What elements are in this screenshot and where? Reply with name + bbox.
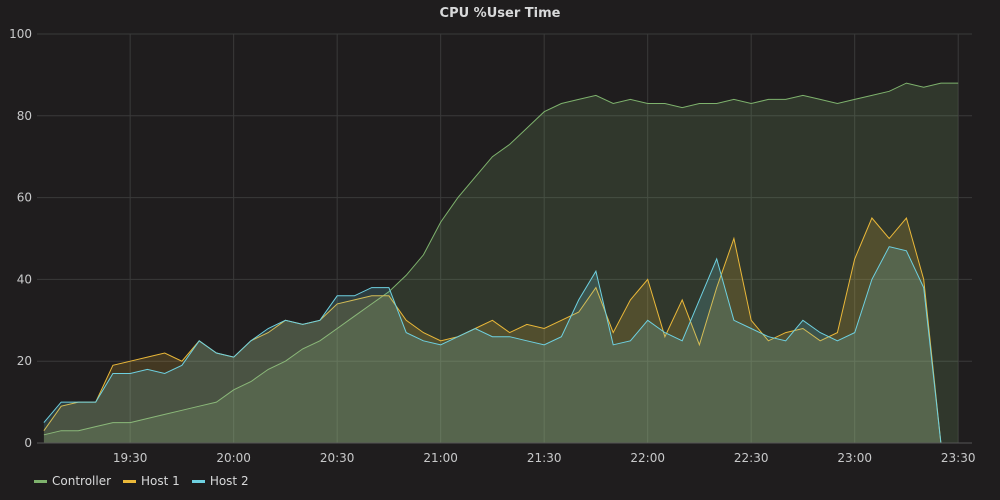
- y-tick-label: 20: [17, 354, 32, 368]
- y-tick-label: 40: [17, 272, 32, 286]
- legend-swatch: [123, 479, 137, 483]
- series-line-controller: [43, 82, 959, 436]
- x-tick-label: 19:30: [113, 451, 148, 465]
- legend-item[interactable]: Host 1: [123, 474, 180, 488]
- x-tick-label: 22:00: [630, 451, 665, 465]
- y-tick-label: 0: [24, 436, 32, 450]
- legend-swatch: [191, 479, 205, 483]
- legend-label: Host 2: [209, 474, 249, 488]
- series-area-host-1: [43, 218, 959, 443]
- legend-item[interactable]: Host 2: [191, 474, 249, 488]
- y-tick-label: 80: [17, 109, 32, 123]
- x-tick-label: 21:30: [527, 451, 562, 465]
- legend-item[interactable]: Controller: [34, 474, 111, 488]
- legend-swatch: [34, 479, 47, 483]
- x-tick-label: 22:30: [734, 451, 769, 465]
- legend-label: Controller: [52, 474, 112, 488]
- series-area-host-2: [43, 246, 959, 443]
- x-tick-label: 21:00: [423, 451, 458, 465]
- series-area-controller: [43, 83, 959, 443]
- x-tick-label: 23:30: [941, 451, 976, 465]
- x-tick-label: 23:00: [837, 451, 872, 465]
- chart-title: CPU %User Time: [439, 6, 561, 21]
- x-tick-label: 20:30: [320, 451, 355, 465]
- legend-label: Host 1: [141, 474, 180, 488]
- legend: Controller Host 1 Host 2: [34, 474, 249, 488]
- y-tick-label: 100: [9, 27, 32, 41]
- x-tick-label: 20:00: [216, 451, 251, 465]
- series-line-host-2: [43, 246, 959, 444]
- y-tick-label: 60: [17, 191, 32, 205]
